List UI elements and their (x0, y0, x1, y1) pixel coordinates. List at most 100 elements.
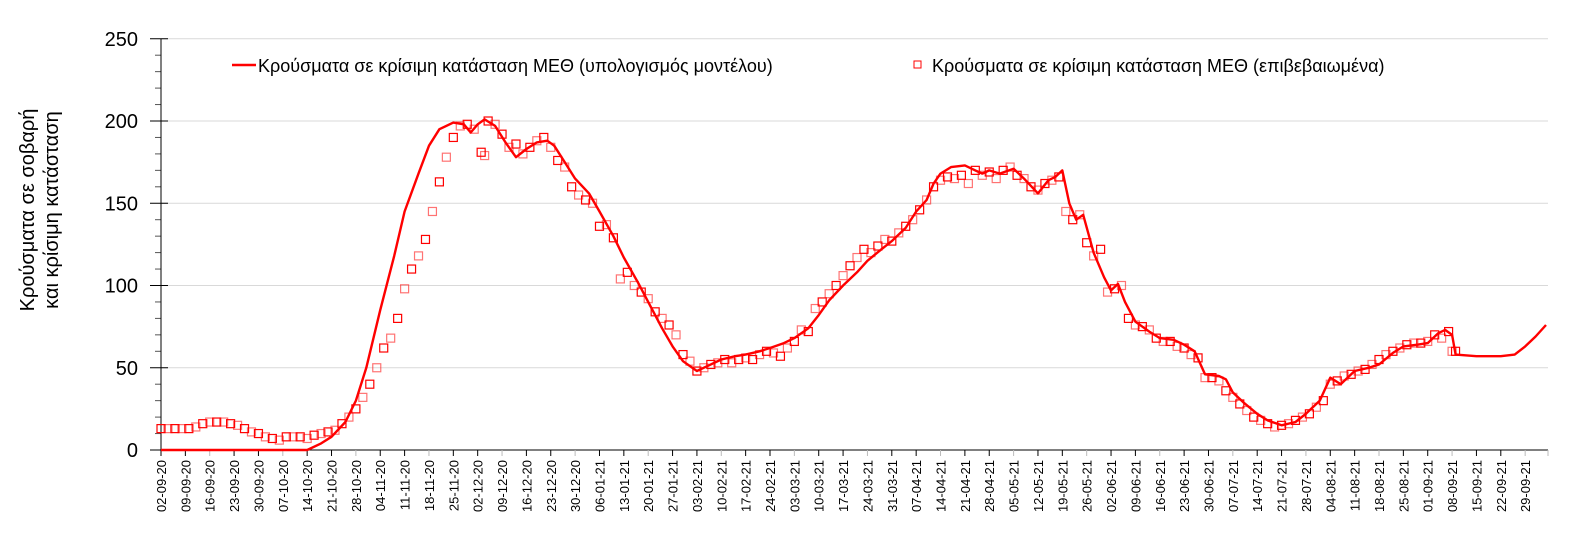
x-tick-label: 28-07-21 (1299, 460, 1314, 512)
data-marker (887, 236, 897, 246)
x-tick-label: 11-11-20 (398, 460, 413, 510)
data-marker (845, 261, 855, 271)
data-marker (232, 420, 243, 430)
data-marker (699, 363, 709, 373)
x-tick-label: 09-06-21 (1128, 460, 1143, 512)
data-marker (956, 170, 967, 180)
data-marker (1409, 338, 1419, 348)
x-tick-label: 16-09-20 (203, 460, 218, 512)
data-marker (1019, 173, 1029, 184)
x-tick-label: 15-09-21 (1469, 460, 1484, 512)
y-label-line: Κρούσματα σε σοβαρή (17, 109, 39, 312)
data-marker (198, 419, 208, 429)
x-tick-label: 14-10-20 (300, 460, 315, 512)
data-marker (386, 333, 396, 343)
data-marker (1249, 412, 1259, 422)
x-tick-label: 26-05-21 (1080, 460, 1095, 512)
y-tick-label: 150 (105, 193, 138, 215)
x-tick-label: 09-09-20 (178, 460, 193, 512)
gridlines (161, 38, 1548, 369)
data-marker (775, 351, 786, 361)
y-tick-label: 200 (105, 111, 138, 133)
x-tick-label: 18-08-21 (1372, 460, 1387, 512)
data-marker (406, 264, 417, 274)
data-marker (880, 234, 890, 245)
data-marker (873, 241, 883, 251)
y-tick-label: 50 (116, 358, 138, 380)
data-marker (1346, 369, 1356, 379)
x-tick-label: 14-04-21 (934, 460, 949, 512)
data-marker (567, 182, 577, 192)
y-tick-label: 250 (105, 29, 138, 51)
x-tick-label: 18-11-20 (422, 460, 437, 511)
model-series-line (161, 118, 1547, 452)
data-marker (191, 422, 201, 432)
data-marker (358, 392, 368, 402)
data-marker (838, 271, 848, 281)
data-marker (747, 354, 758, 365)
data-marker (205, 417, 215, 427)
data-marker (480, 150, 490, 161)
x-tick-label: 16-12-20 (519, 460, 534, 512)
x-tick-label: 02-06-21 (1104, 460, 1119, 512)
data-marker (1095, 244, 1106, 254)
data-marker (372, 363, 382, 373)
data-marker (727, 358, 737, 368)
data-marker (901, 221, 911, 231)
x-tick-label: 21-07-21 (1275, 460, 1290, 512)
x-tick-label: 04-11-20 (373, 460, 388, 511)
x-tick-label: 22-09-21 (1494, 460, 1509, 512)
data-marker (253, 428, 264, 439)
data-marker (1395, 343, 1405, 353)
data-marker (1061, 206, 1071, 217)
data-marker (400, 284, 410, 294)
data-marker (219, 417, 229, 427)
data-marker (977, 170, 987, 180)
data-marker (302, 433, 312, 444)
legend: Κρούσματα σε κρίσιμη κατάσταση ΜΕΘ (υπολ… (232, 56, 1384, 76)
data-marker (1221, 386, 1231, 396)
data-marker (1437, 333, 1447, 343)
data-marker (1297, 412, 1308, 422)
data-marker (504, 142, 514, 152)
data-marker (949, 173, 960, 184)
x-tick-label: 28-10-20 (349, 460, 364, 512)
data-marker (427, 206, 438, 217)
x-tick-label: 10-03-21 (812, 460, 827, 512)
x-tick-label: 25-08-21 (1396, 460, 1411, 512)
data-marker (441, 152, 451, 162)
data-marker (615, 274, 625, 284)
data-marker (594, 221, 605, 231)
data-marker (671, 330, 681, 340)
data-marker (337, 419, 347, 429)
x-tick-label: 13-01-21 (617, 460, 632, 512)
data-marker (1040, 178, 1050, 189)
x-tick-label: 08-09-21 (1445, 460, 1460, 512)
data-marker (156, 424, 166, 434)
legend-confirmed-label: Κρούσματα σε κρίσιμη κατάσταση ΜΕΘ (επιβ… (932, 56, 1384, 76)
data-marker (1165, 336, 1175, 347)
data-marker (1443, 326, 1454, 337)
x-tick-label: 23-09-20 (227, 460, 242, 512)
data-marker (553, 155, 563, 166)
data-marker (420, 234, 431, 245)
data-marker (1332, 376, 1342, 386)
data-marker (1102, 287, 1113, 297)
x-tick-label: 31-03-21 (885, 460, 900, 512)
x-tick-label: 23-06-21 (1177, 460, 1192, 512)
x-tick-label: 14-07-21 (1250, 460, 1265, 512)
data-marker (413, 251, 424, 261)
x-tick-label: 21-10-20 (325, 460, 340, 512)
legend-model-label: Κρούσματα σε κρίσιμη κατάσταση ΜΕΘ (υπολ… (258, 56, 773, 76)
data-marker (573, 190, 584, 200)
x-tick-label: 07-10-20 (276, 460, 291, 512)
x-tick-label: 11-08-21 (1348, 460, 1363, 511)
x-tick-label: 09-12-20 (495, 460, 510, 512)
data-marker (281, 432, 291, 442)
data-marker (942, 172, 953, 182)
data-marker (309, 430, 319, 440)
data-marker (706, 359, 716, 370)
x-tick-label: 01-09-21 (1421, 460, 1436, 512)
data-marker (226, 419, 236, 429)
